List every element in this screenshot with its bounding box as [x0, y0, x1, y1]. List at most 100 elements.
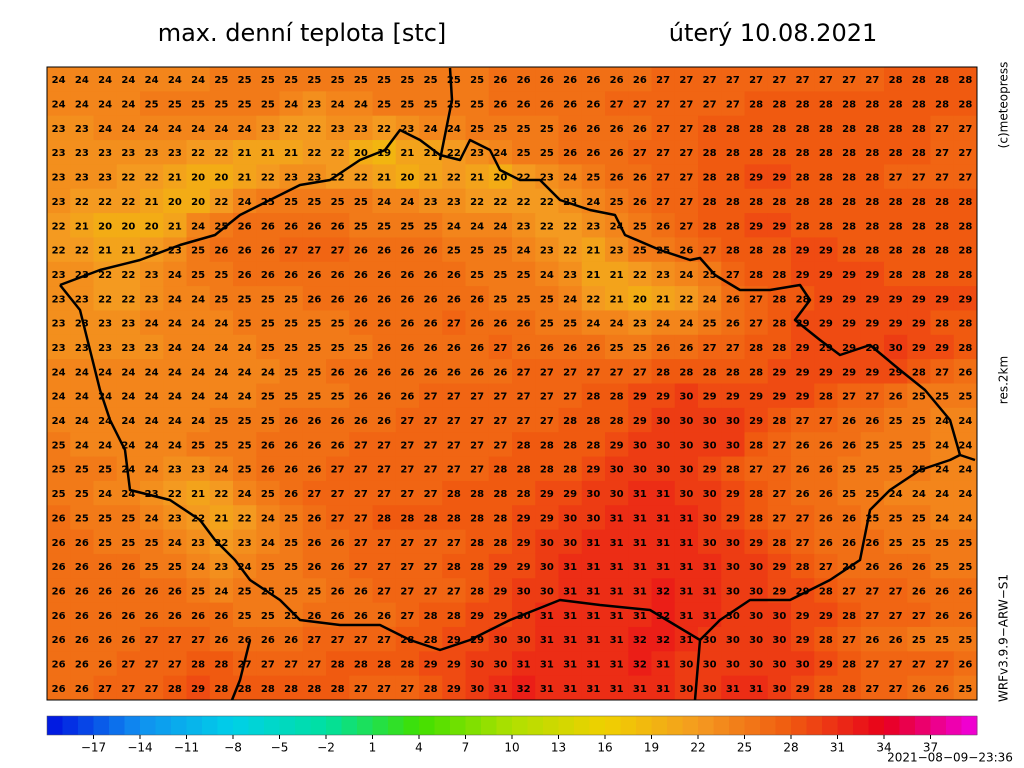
grid-cell [163, 310, 187, 336]
grid-cell [116, 505, 141, 531]
map-frame [46, 66, 978, 701]
cell-value: 22 [261, 173, 275, 184]
colorbar-step [806, 716, 823, 735]
grid-cell [930, 286, 955, 311]
cell-value: 30 [749, 611, 763, 622]
grid-cell [47, 140, 71, 165]
cell-value: 25 [238, 319, 252, 330]
cell-value: 28 [377, 659, 391, 670]
cell-value: 29 [935, 343, 949, 354]
grid-cell [953, 237, 978, 263]
cell-value: 28 [424, 684, 438, 695]
colorbar-step [419, 716, 435, 735]
grid-cell [651, 334, 676, 360]
grid-cell [535, 91, 559, 117]
colorbar-step [589, 716, 606, 735]
cell-value: 28 [772, 416, 786, 427]
grid-cell [140, 140, 164, 165]
grid-cell [442, 529, 466, 555]
grid-cell [349, 91, 373, 117]
grid-cell [140, 115, 164, 141]
grid-cell [140, 651, 164, 677]
cell-value: 27 [517, 416, 531, 427]
cell-value: 31 [679, 586, 693, 597]
cell-value: 30 [656, 465, 670, 476]
cell-value: 27 [726, 75, 740, 86]
colorbar-tick-label: −2 [317, 741, 335, 755]
cell-value: 28 [772, 538, 786, 549]
grid-cell [93, 407, 118, 433]
cell-value: 24 [400, 197, 414, 208]
grid-cell [488, 456, 513, 482]
cell-value: 26 [563, 124, 577, 135]
cell-value: 28 [168, 684, 182, 695]
cell-value: 26 [307, 538, 321, 549]
colorbar-step [403, 716, 420, 735]
grid-cell [302, 651, 327, 677]
grid-cell [279, 261, 304, 287]
grid-cell [651, 164, 676, 190]
cell-value: 23 [75, 173, 89, 184]
cell-value: 21 [75, 221, 89, 232]
grid-cell [116, 602, 141, 628]
cell-value: 27 [772, 489, 786, 500]
cell-value: 25 [470, 246, 484, 257]
grid-cell [953, 626, 978, 652]
grid-cell [279, 675, 304, 701]
cell-value: 26 [377, 319, 391, 330]
cell-value: 28 [935, 197, 949, 208]
grid-cell [279, 553, 304, 579]
cell-value: 28 [796, 100, 810, 111]
grid-cell [442, 334, 466, 360]
cell-value: 26 [307, 294, 321, 305]
cell-value: 31 [586, 611, 600, 622]
grid-cell [233, 140, 257, 165]
cell-value: 26 [354, 586, 368, 597]
grid-cell [651, 188, 676, 214]
cell-value: 28 [772, 319, 786, 330]
grid-cell [791, 456, 815, 482]
cell-value: 25 [284, 538, 298, 549]
cell-value: 26 [633, 124, 647, 135]
cell-value: 27 [935, 173, 949, 184]
grid-cell [140, 432, 164, 458]
cell-value: 21 [168, 173, 182, 184]
grid-cell [140, 91, 164, 117]
grid-cell [512, 213, 536, 238]
grid-cell [70, 213, 94, 238]
cell-value: 27 [633, 100, 647, 111]
cell-value: 24 [958, 440, 972, 451]
grid-cell [837, 359, 862, 384]
grid-cell [209, 286, 234, 311]
grid-cell [186, 456, 211, 482]
grid-cell [163, 456, 187, 482]
cell-value: 28 [958, 246, 972, 257]
cell-value: 30 [470, 659, 484, 670]
cell-value: 25 [331, 343, 345, 354]
grid-cell [698, 553, 722, 579]
grid-cell [698, 407, 722, 433]
cell-value: 26 [656, 221, 670, 232]
grid-cell [442, 480, 466, 506]
grid-cell [256, 261, 280, 287]
grid-cell [744, 261, 769, 287]
cell-value: 24 [168, 343, 182, 354]
grid-cell [465, 480, 490, 506]
cell-value: 20 [191, 173, 205, 184]
cell-value: 26 [865, 635, 879, 646]
cell-value: 27 [284, 659, 298, 670]
grid-cell [163, 286, 187, 311]
cell-value: 30 [517, 586, 531, 597]
cell-value: 29 [749, 221, 763, 232]
cell-value: 28 [749, 513, 763, 524]
grid-cell [698, 67, 722, 92]
grid-cell [349, 675, 373, 701]
grid-cell [698, 213, 722, 238]
cell-value: 23 [633, 319, 647, 330]
cell-value: 26 [517, 100, 531, 111]
cell-value: 26 [354, 611, 368, 622]
cell-value: 28 [726, 197, 740, 208]
cell-value: 21 [610, 294, 624, 305]
cell-value: 29 [726, 392, 740, 403]
cell-value: 25 [610, 343, 624, 354]
